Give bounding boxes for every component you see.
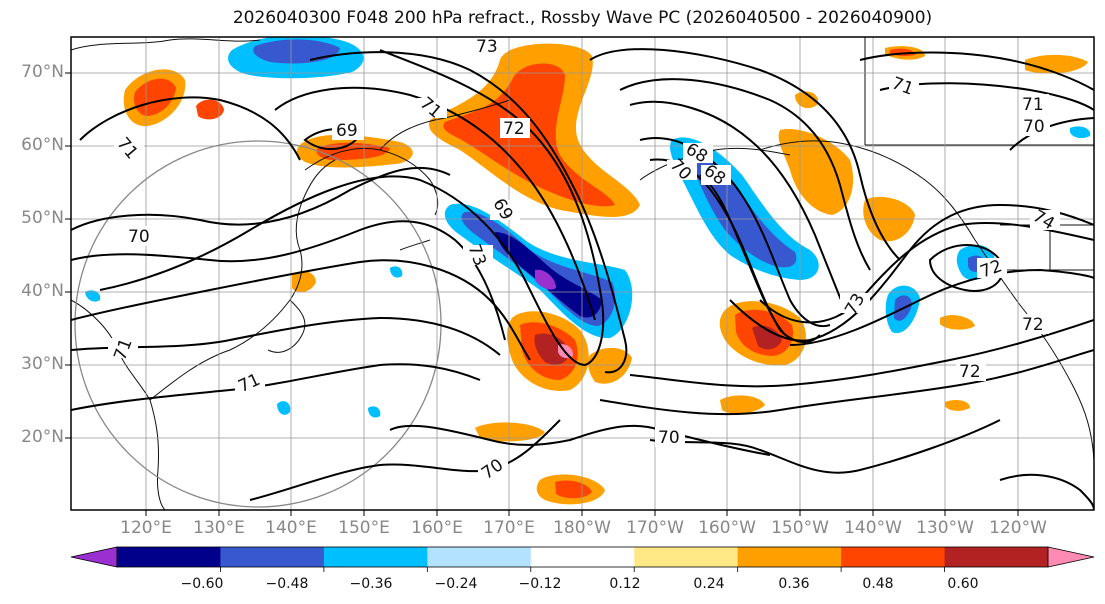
refractive-index-contours — [71, 48, 1094, 510]
anomaly-cold-small-1 — [277, 401, 291, 415]
lon-tick-label: 140°W — [844, 518, 902, 538]
lon-tick-label: 160°W — [698, 518, 756, 538]
anomaly-warm-east-5 — [940, 315, 975, 330]
lat-tick-label: 70°N — [21, 62, 64, 82]
anomaly-cold-small-3 — [85, 290, 101, 302]
lon-tick-label: 120°E — [120, 518, 172, 538]
colorbar-segment — [427, 547, 532, 567]
lon-tick-label: 150°W — [771, 518, 829, 538]
contour-label: 73 — [476, 37, 498, 57]
colorbar-frame — [116, 546, 1049, 568]
anomaly-warm-south-3 — [720, 395, 765, 414]
colorbar-label: −0.48 — [265, 576, 309, 592]
anomaly-cold-small-4 — [1070, 126, 1091, 139]
colorbar-label: 0.36 — [778, 576, 810, 592]
contour-label: 72 — [503, 119, 525, 139]
anomaly-warm-alaska — [778, 129, 854, 215]
colorbar-label: 0.24 — [693, 576, 725, 592]
colorbar-label: 0.60 — [947, 576, 979, 592]
lat-tick-label: 20°N — [21, 427, 64, 447]
colorbar-label: −0.12 — [518, 576, 562, 592]
colorbar-segment — [530, 547, 635, 567]
colorbar-segment — [220, 547, 325, 567]
contour-label: 70 — [1023, 117, 1045, 137]
anomaly-warm-south-1-core — [555, 480, 592, 499]
colorbar-segment — [737, 547, 842, 567]
colorbar-segment — [117, 547, 221, 567]
lon-tick-label: 140°E — [265, 518, 317, 538]
colorbar-segment — [841, 547, 946, 567]
map-area: 73 71 72 69 71 70 69 73 68 70 68 71 71 7… — [71, 37, 1094, 510]
contour-label: 70 — [658, 428, 680, 448]
colorbar-label: 0.12 — [609, 576, 641, 592]
lon-tick-label: 170°E — [483, 518, 535, 538]
colorbar — [70, 546, 1095, 572]
colorbar-label: 0.48 — [862, 576, 894, 592]
contour-label: 72 — [1022, 315, 1044, 335]
anomaly-warm-small-1 — [196, 99, 224, 120]
contour-label: 69 — [336, 121, 358, 141]
lon-tick-label: 120°W — [989, 518, 1047, 538]
colorbar-label: −0.60 — [180, 576, 224, 592]
anomaly-cold-small-5 — [390, 266, 403, 278]
anomaly-warm-subtropical-east-core — [752, 325, 782, 350]
anomaly-warm-small-2 — [795, 91, 819, 109]
colorbar-extend-max — [1047, 546, 1095, 568]
tick-marks — [65, 72, 1019, 516]
anomaly-warm-180-mid — [587, 347, 632, 384]
lat-tick-label: 30°N — [21, 354, 64, 374]
lon-tick-label: 180°W — [553, 518, 611, 538]
anomaly-warm-south-4 — [945, 400, 970, 411]
anomaly-warm-japan — [292, 270, 316, 293]
lat-tick-label: 40°N — [21, 281, 64, 301]
colorbar-segment — [634, 547, 739, 567]
map-title: 2026040300 F048 200 hPa refract., Rossby… — [232, 8, 933, 28]
colorbar-label: −0.36 — [349, 576, 393, 592]
reference-circle — [74, 140, 442, 508]
colorbar-label: −0.24 — [434, 576, 478, 592]
lon-tick-label: 150°E — [338, 518, 390, 538]
lon-tick-label: 130°E — [193, 518, 245, 538]
anomaly-warm-south-2 — [475, 422, 545, 442]
anomaly-cold-small-2 — [368, 406, 381, 418]
colorbar-segment — [323, 547, 428, 567]
contour-label-backgrounds — [108, 37, 1060, 478]
anomaly-warm-siberia-core — [134, 78, 176, 116]
lat-tick-label: 60°N — [21, 135, 64, 155]
contour-label: 72 — [959, 362, 981, 382]
contour-label: 70 — [128, 227, 150, 247]
lat-tick-label: 50°N — [21, 208, 64, 228]
anomaly-cold-trough-west-min — [535, 269, 556, 290]
lon-tick-label: 130°W — [916, 518, 974, 538]
anomaly-warm-okhotsk-core — [316, 142, 390, 160]
lon-tick-label: 160°E — [411, 518, 463, 538]
lon-tick-label: 170°W — [626, 518, 684, 538]
anomaly-warm-subtropical-west-core — [534, 333, 570, 365]
contour-label: 71 — [1022, 95, 1044, 115]
colorbar-segment — [944, 547, 1049, 567]
anomaly-warm-far-east — [1025, 54, 1088, 74]
colorbar-extend-min — [70, 546, 118, 568]
